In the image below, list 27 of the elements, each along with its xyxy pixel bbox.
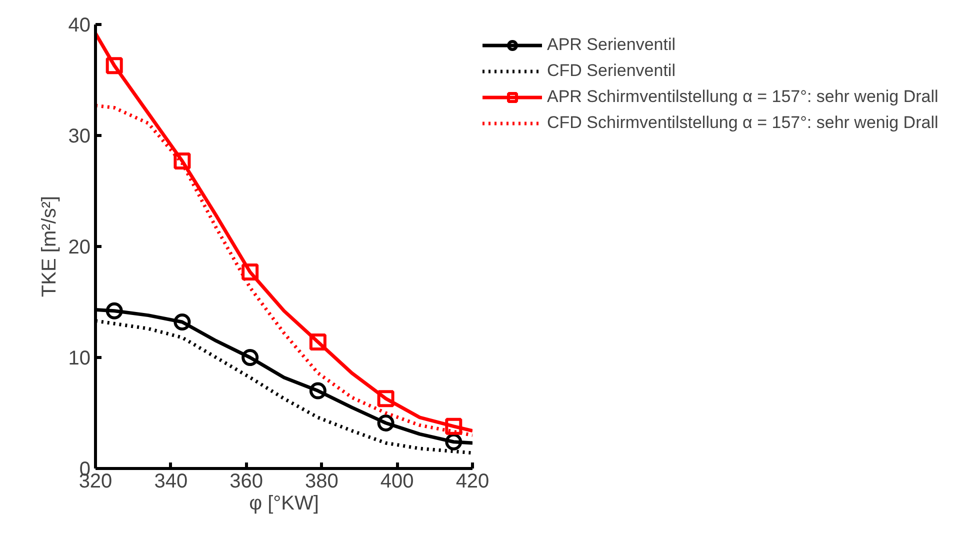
legend-label: CFD Schirmventilstellung α = 157°: sehr wenig Drall [547, 112, 938, 134]
x-tick-label: 420 [456, 470, 490, 492]
legend-label: APR Serienventil [547, 34, 676, 56]
x-axis-title: φ [°KW] [249, 492, 319, 514]
point [445, 433, 462, 450]
x-tick-label: 340 [154, 470, 188, 492]
y-tick-label: 10 [68, 348, 91, 370]
point [377, 390, 394, 408]
y-tick-label: 20 [68, 236, 91, 258]
point [377, 414, 394, 432]
y-axis-title: TKE [m²/s²] [38, 196, 60, 298]
legend-label: APR Schirmventilstellung α = 157°: sehr wenig Drall [547, 86, 938, 108]
point [309, 382, 326, 400]
y-tick-label: 30 [68, 126, 91, 148]
y-tick-label: 40 [68, 14, 91, 36]
legend-label: CFD Serienventil [547, 60, 676, 82]
point [242, 349, 259, 366]
point [174, 152, 191, 170]
x-tick-label: 360 [230, 470, 263, 492]
point [309, 333, 326, 350]
point [174, 313, 191, 330]
point [242, 264, 259, 281]
point [106, 57, 123, 74]
point [106, 302, 123, 320]
point [445, 418, 462, 435]
x-tick-label: 380 [305, 470, 338, 492]
x-tick-label: 400 [380, 470, 414, 492]
